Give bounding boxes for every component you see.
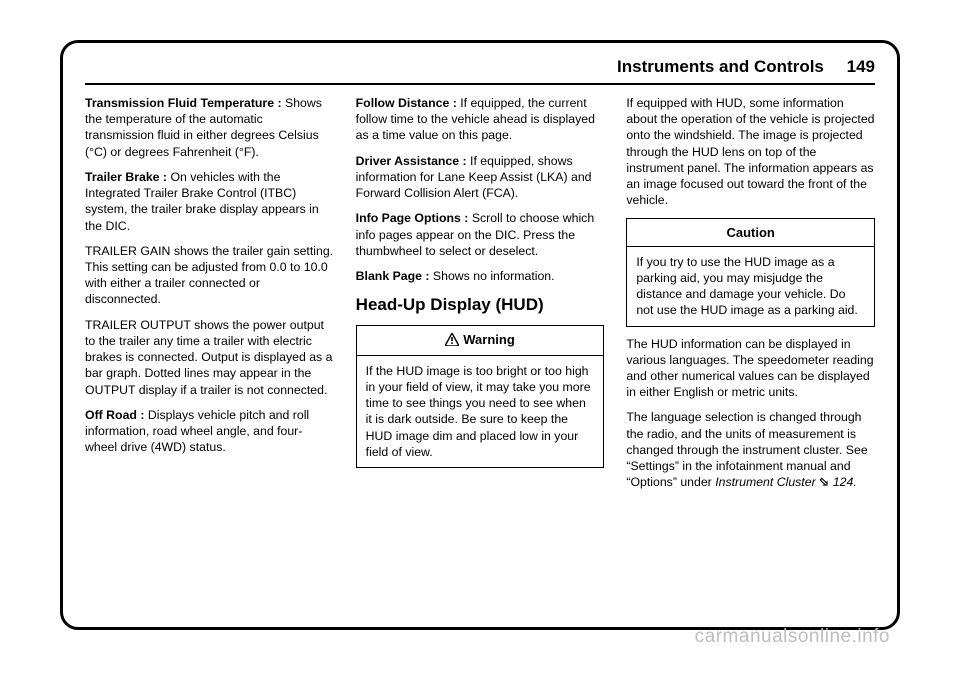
column-3: If equipped with HUD, some information a… — [626, 95, 875, 605]
para-trailer-brake: Trailer Brake : On vehicles with the Int… — [85, 169, 334, 234]
para-driver-assistance: Driver Assistance : If equipped, shows i… — [356, 153, 605, 202]
section-title: Instruments and Controls — [617, 57, 824, 76]
warning-box: Warning If the HUD image is too bright o… — [356, 325, 605, 468]
para-follow-distance: Follow Distance : If equipped, the curre… — [356, 95, 605, 144]
heading-hud: Head-Up Display (HUD) — [356, 294, 605, 316]
para-hud-intro: If equipped with HUD, some information a… — [626, 95, 875, 209]
term-blank-page: Blank Page : — [356, 269, 430, 283]
term-transmission-fluid: Transmission Fluid Temperature : — [85, 96, 282, 110]
column-1: Transmission Fluid Temperature : Shows t… — [85, 95, 334, 605]
xref-page: 124. — [829, 475, 856, 489]
term-follow-distance: Follow Distance : — [356, 96, 457, 110]
para-blank-page: Blank Page : Shows no information. — [356, 268, 605, 284]
para-transmission-fluid: Transmission Fluid Temperature : Shows t… — [85, 95, 334, 160]
page-number: 149 — [847, 57, 875, 76]
column-2: Follow Distance : If equipped, the curre… — [356, 95, 605, 605]
warning-body: If the HUD image is too bright or too hi… — [357, 356, 604, 467]
warning-icon — [445, 333, 459, 350]
caution-head: Caution — [627, 219, 874, 247]
caution-box: Caution If you try to use the HUD image … — [626, 218, 875, 327]
xref-label: Instrument Cluster — [715, 475, 819, 489]
page-header: Instruments and Controls 149 — [85, 57, 875, 85]
term-trailer-brake: Trailer Brake : — [85, 170, 167, 184]
term-driver-assistance: Driver Assistance : — [356, 154, 467, 168]
para-trailer-output: TRAILER OUTPUT shows the power output to… — [85, 317, 334, 398]
para-trailer-gain: TRAILER GAIN shows the trailer gain sett… — [85, 243, 334, 308]
xref-instrument-cluster: Instrument Cluster ⇨ 124. — [715, 475, 857, 489]
para-hud-settings: The language selection is changed throug… — [626, 409, 875, 490]
warning-head: Warning — [357, 326, 604, 356]
para-hud-language: The HUD information can be displayed in … — [626, 336, 875, 401]
content-frame: Instruments and Controls 149 Transmissio… — [60, 40, 900, 630]
text-blank-page: Shows no information. — [429, 269, 554, 283]
term-info-page-options: Info Page Options : — [356, 211, 469, 225]
caution-body: If you try to use the HUD image as a par… — [627, 247, 874, 326]
para-off-road: Off Road : Displays vehicle pitch and ro… — [85, 407, 334, 456]
para-info-page-options: Info Page Options : Scroll to choose whi… — [356, 210, 605, 259]
term-off-road: Off Road : — [85, 408, 144, 422]
columns: Transmission Fluid Temperature : Shows t… — [85, 95, 875, 605]
page-container: Instruments and Controls 149 Transmissio… — [0, 0, 960, 678]
warning-label: Warning — [463, 332, 515, 347]
